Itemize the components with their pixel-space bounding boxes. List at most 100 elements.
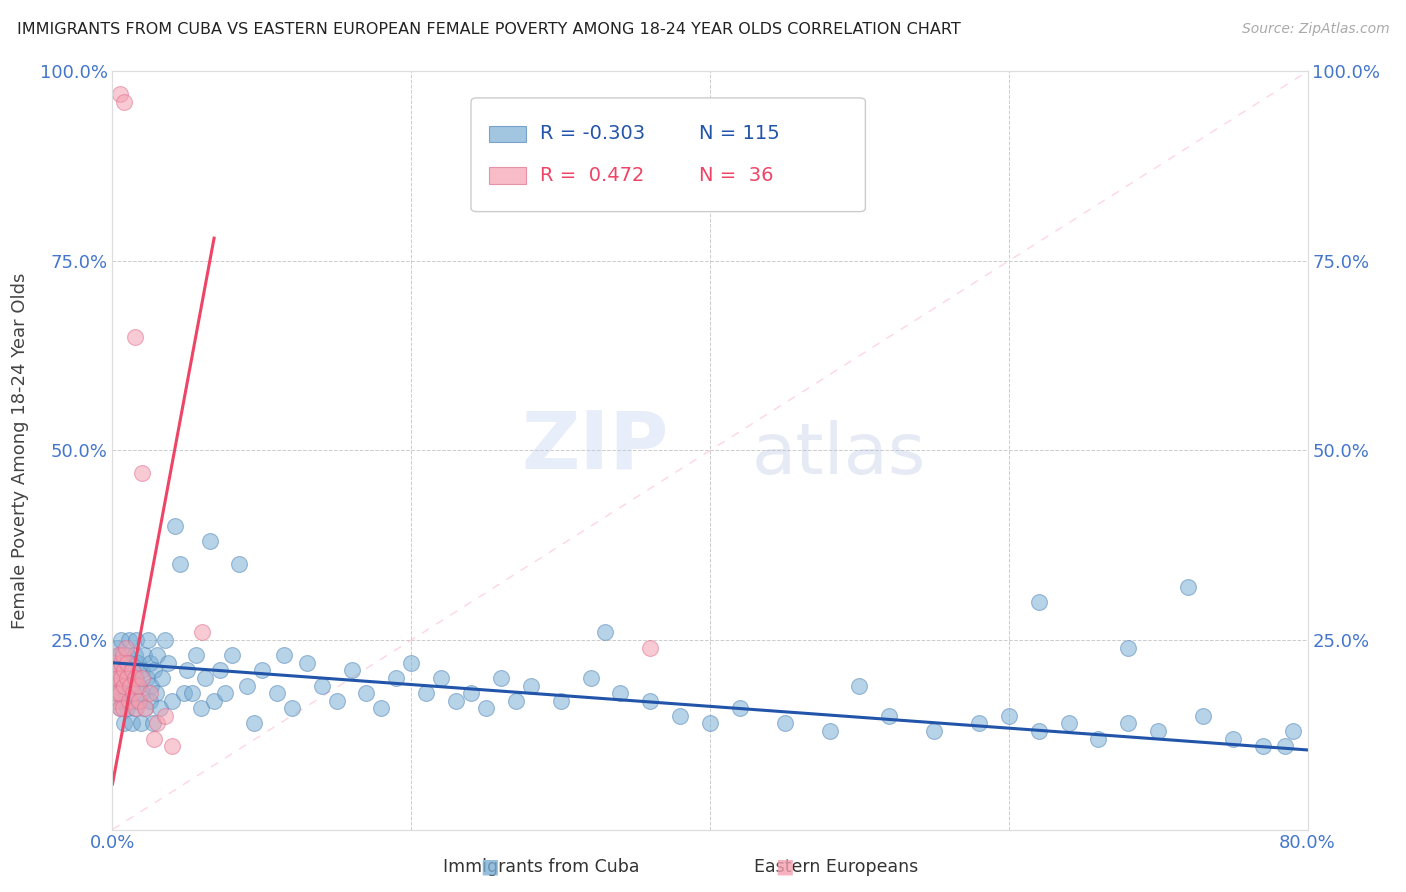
Point xyxy=(105,678,128,692)
Text: Immigrants from Cuba: Immigrants from Cuba xyxy=(443,858,640,876)
Point xyxy=(156,656,179,670)
Point xyxy=(121,678,143,692)
Point xyxy=(103,671,125,685)
Point xyxy=(180,686,202,700)
FancyBboxPatch shape xyxy=(489,126,526,142)
Point xyxy=(169,557,191,572)
Text: N =  36: N = 36 xyxy=(699,166,773,186)
Point xyxy=(173,686,195,700)
Point xyxy=(967,716,990,731)
Point xyxy=(209,664,232,678)
Point xyxy=(118,694,141,708)
Point xyxy=(111,656,134,670)
Point xyxy=(108,648,131,662)
Point xyxy=(401,656,423,670)
Point xyxy=(134,701,156,715)
Text: ZIP: ZIP xyxy=(522,408,668,485)
Point xyxy=(236,678,259,692)
Point xyxy=(520,678,543,692)
Point xyxy=(105,686,128,700)
Point xyxy=(105,640,128,655)
Point xyxy=(110,671,132,685)
Point xyxy=(266,686,288,700)
Point xyxy=(117,671,139,685)
Point xyxy=(122,664,145,678)
Point xyxy=(117,648,139,662)
Point xyxy=(110,671,132,685)
Point xyxy=(124,701,146,715)
Point xyxy=(115,640,138,655)
Point xyxy=(104,694,127,708)
Point xyxy=(104,678,127,692)
Point xyxy=(1118,640,1140,655)
Point xyxy=(640,694,662,708)
Point xyxy=(124,330,146,344)
Point xyxy=(221,648,243,662)
Point xyxy=(609,686,631,700)
Point xyxy=(124,648,146,662)
Point xyxy=(139,656,162,670)
Point xyxy=(1118,716,1140,731)
Text: N = 115: N = 115 xyxy=(699,124,780,144)
Point xyxy=(214,686,236,700)
Point xyxy=(325,694,347,708)
Point xyxy=(162,739,183,753)
Point xyxy=(190,701,212,715)
Point xyxy=(728,701,751,715)
Point xyxy=(146,716,169,731)
Point xyxy=(1192,708,1215,723)
Point xyxy=(128,694,150,708)
Point xyxy=(1087,731,1109,746)
Point xyxy=(141,678,163,692)
Point xyxy=(1251,739,1274,753)
Point xyxy=(228,557,250,572)
Point xyxy=(340,664,363,678)
Point xyxy=(103,656,125,670)
Text: ▪: ▪ xyxy=(479,853,499,881)
Point xyxy=(153,708,176,723)
Point xyxy=(198,534,221,549)
Point xyxy=(186,648,208,662)
Point xyxy=(773,716,796,731)
Point xyxy=(640,640,662,655)
Point xyxy=(107,648,129,662)
Point xyxy=(139,686,162,700)
Point xyxy=(108,701,131,715)
Point xyxy=(107,664,129,678)
Point xyxy=(121,664,143,678)
Point xyxy=(143,731,166,746)
Point xyxy=(356,686,378,700)
Point xyxy=(669,708,692,723)
Point xyxy=(122,686,145,700)
Point xyxy=(117,701,139,715)
Point xyxy=(131,671,153,685)
Point xyxy=(385,671,408,685)
Point xyxy=(115,686,138,700)
Point xyxy=(311,678,333,692)
Point xyxy=(114,678,135,692)
Point xyxy=(1028,724,1050,739)
Point xyxy=(131,467,153,481)
Point xyxy=(165,519,187,533)
Point xyxy=(118,633,141,648)
Point xyxy=(143,664,166,678)
Point xyxy=(111,701,134,715)
Point xyxy=(105,664,128,678)
Y-axis label: Female Poverty Among 18-24 Year Olds: Female Poverty Among 18-24 Year Olds xyxy=(10,272,28,629)
Point xyxy=(194,671,217,685)
FancyBboxPatch shape xyxy=(471,98,866,211)
Point xyxy=(120,678,142,692)
Point xyxy=(114,678,135,692)
Point xyxy=(108,701,131,715)
Point xyxy=(114,716,135,731)
Point xyxy=(153,633,176,648)
Point xyxy=(120,656,142,670)
Text: Source: ZipAtlas.com: Source: ZipAtlas.com xyxy=(1241,22,1389,37)
Point xyxy=(128,694,150,708)
Point xyxy=(1281,724,1303,739)
Point xyxy=(110,633,132,648)
Point xyxy=(125,671,148,685)
Point xyxy=(489,671,512,685)
Point xyxy=(150,671,173,685)
Point xyxy=(121,716,143,731)
